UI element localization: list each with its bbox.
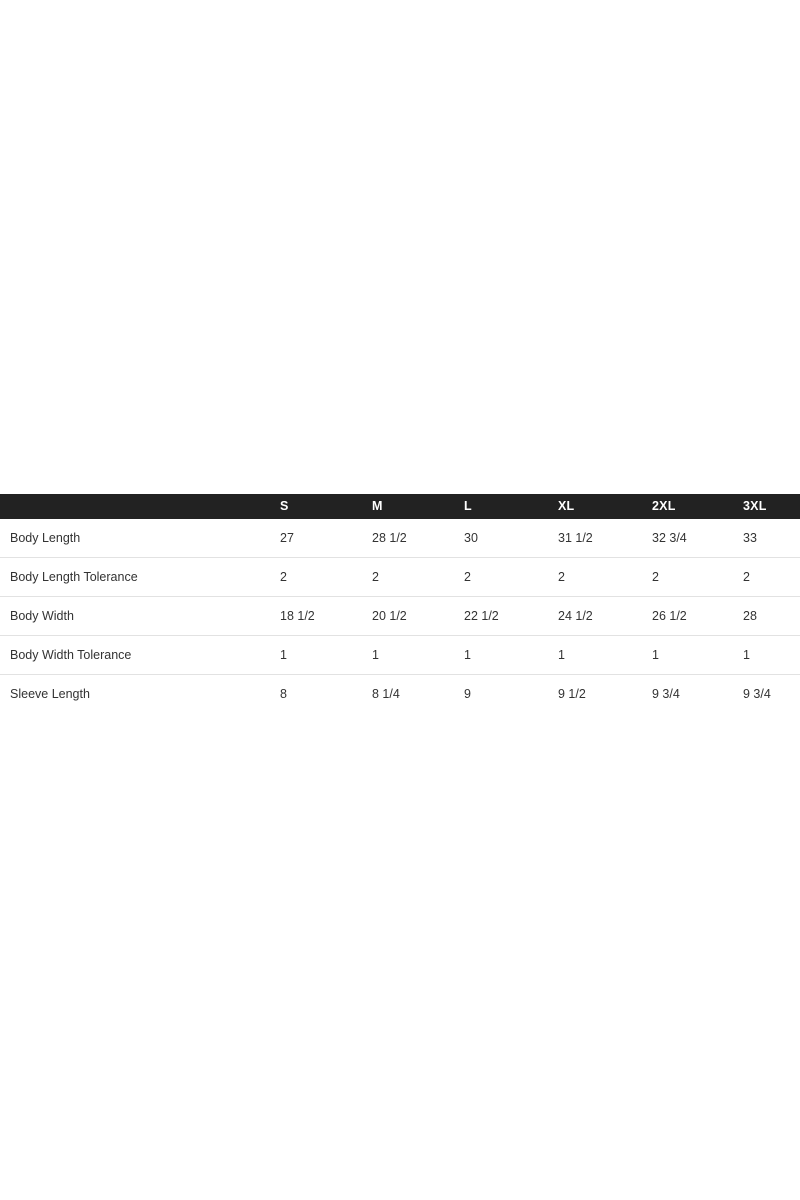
cell-body-length-tolerance-s: 2 bbox=[270, 557, 362, 597]
table-header: S M L XL 2XL 3XL bbox=[0, 494, 800, 519]
cell-body-width-2xl: 26 1/2 bbox=[642, 596, 733, 636]
cell-body-length-l: 30 bbox=[454, 519, 548, 558]
table-row: Sleeve Length 8 8 1/4 9 9 1/2 9 3/4 9 3/… bbox=[0, 675, 800, 714]
header-row: S M L XL 2XL 3XL bbox=[0, 494, 800, 519]
cell-body-length-tolerance-m: 2 bbox=[362, 557, 454, 597]
cell-sleeve-length-m: 8 1/4 bbox=[372, 687, 400, 701]
cell-body-length-s: 27 bbox=[270, 519, 362, 558]
column-header-3xl: 3XL bbox=[743, 499, 767, 513]
cell-body-width-s: 18 1/2 bbox=[270, 596, 362, 636]
cell-sleeve-length-3xl: 9 3/4 bbox=[743, 687, 771, 701]
cell-body-length-2xl: 32 3/4 bbox=[642, 519, 733, 558]
table-row: Body Width Tolerance 1 1 1 1 1 1 bbox=[0, 635, 800, 675]
cell-body-width-tolerance-2xl: 1 bbox=[642, 635, 733, 675]
table-row: Body Length Tolerance 2 2 2 2 2 2 bbox=[0, 557, 800, 597]
cell-body-width-m: 20 1/2 bbox=[362, 596, 454, 636]
cell-body-width-3xl: 28 bbox=[733, 596, 800, 636]
cell-body-width-tolerance-s: 1 bbox=[270, 635, 362, 675]
cell-sleeve-length-l: 9 bbox=[464, 687, 471, 701]
cell-body-width-xl: 24 1/2 bbox=[548, 596, 642, 636]
cell-body-length-xl: 31 1/2 bbox=[548, 519, 642, 558]
column-header-l: L bbox=[464, 499, 472, 513]
cell-body-length-tolerance-l: 2 bbox=[454, 557, 548, 597]
cell-body-width-tolerance-3xl: 1 bbox=[733, 635, 800, 675]
column-header-s: S bbox=[280, 499, 289, 513]
size-chart-table: S M L XL 2XL 3XL Body Length 27 28 1/2 3… bbox=[0, 494, 800, 713]
table-row: Body Length 27 28 1/2 30 31 1/2 32 3/4 3… bbox=[0, 519, 800, 558]
cell-sleeve-length-2xl: 9 3/4 bbox=[652, 687, 680, 701]
cell-body-width-tolerance-xl: 1 bbox=[548, 635, 642, 675]
column-header-2xl: 2XL bbox=[652, 499, 676, 513]
cell-body-width-l: 22 1/2 bbox=[454, 596, 548, 636]
row-label-body-width: Body Width bbox=[0, 596, 270, 636]
column-header-measurement bbox=[0, 494, 270, 519]
row-label-sleeve-length: Sleeve Length bbox=[10, 687, 90, 701]
table-body: Body Length 27 28 1/2 30 31 1/2 32 3/4 3… bbox=[0, 519, 800, 713]
cell-sleeve-length-s: 8 bbox=[280, 687, 287, 701]
cell-body-length-m: 28 1/2 bbox=[362, 519, 454, 558]
column-header-xl: XL bbox=[558, 499, 575, 513]
row-label-body-width-tolerance: Body Width Tolerance bbox=[0, 635, 270, 675]
cell-body-length-tolerance-2xl: 2 bbox=[642, 557, 733, 597]
cell-sleeve-length-xl: 9 1/2 bbox=[558, 687, 586, 701]
row-label-body-length-tolerance: Body Length Tolerance bbox=[0, 557, 270, 597]
cell-body-length-tolerance-xl: 2 bbox=[548, 557, 642, 597]
table-row: Body Width 18 1/2 20 1/2 22 1/2 24 1/2 2… bbox=[0, 596, 800, 636]
cell-body-width-tolerance-l: 1 bbox=[454, 635, 548, 675]
cell-body-length-3xl: 33 bbox=[733, 519, 800, 558]
cell-body-length-tolerance-3xl: 2 bbox=[733, 557, 800, 597]
row-label-body-length: Body Length bbox=[0, 519, 270, 558]
cell-body-width-tolerance-m: 1 bbox=[362, 635, 454, 675]
size-chart: S M L XL 2XL 3XL Body Length 27 28 1/2 3… bbox=[0, 494, 800, 713]
column-header-m: M bbox=[372, 499, 383, 513]
